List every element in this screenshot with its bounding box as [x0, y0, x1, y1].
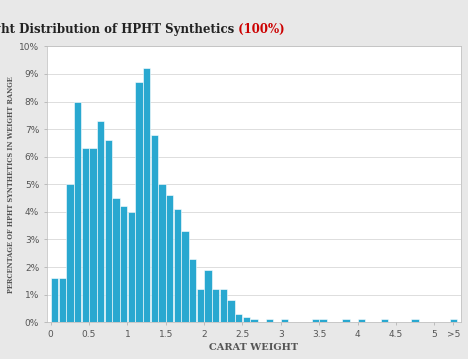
- Bar: [135, 82, 143, 322]
- Bar: [89, 148, 96, 322]
- Bar: [235, 314, 242, 322]
- Bar: [212, 289, 219, 322]
- Bar: [51, 278, 58, 322]
- Text: Carat Weight Distribution of HPHT Synthetics: Carat Weight Distribution of HPHT Synthe…: [0, 23, 234, 36]
- Bar: [81, 148, 89, 322]
- Bar: [219, 289, 227, 322]
- Bar: [66, 184, 73, 322]
- Bar: [74, 102, 81, 322]
- Bar: [97, 121, 104, 322]
- Bar: [319, 320, 327, 322]
- Bar: [205, 270, 212, 322]
- Bar: [197, 289, 204, 322]
- Bar: [104, 140, 112, 322]
- Bar: [166, 195, 173, 322]
- Bar: [58, 278, 66, 322]
- Bar: [266, 320, 273, 322]
- Bar: [281, 320, 288, 322]
- Y-axis label: PERCENTAGE OF HPHT SYNTHETICS IN WEIGHT RANGE: PERCENTAGE OF HPHT SYNTHETICS IN WEIGHT …: [7, 76, 15, 293]
- Text: (100%): (100%): [234, 23, 285, 36]
- Bar: [189, 259, 196, 322]
- Bar: [112, 198, 119, 322]
- Bar: [151, 135, 158, 322]
- Bar: [312, 320, 319, 322]
- Bar: [242, 317, 250, 322]
- Bar: [174, 209, 181, 322]
- Bar: [250, 320, 257, 322]
- Bar: [358, 320, 365, 322]
- Bar: [343, 320, 350, 322]
- Bar: [411, 320, 419, 322]
- Bar: [380, 320, 388, 322]
- Bar: [120, 206, 127, 322]
- Bar: [158, 184, 166, 322]
- Bar: [450, 320, 457, 322]
- Bar: [128, 212, 135, 322]
- Bar: [181, 231, 189, 322]
- Bar: [143, 69, 150, 322]
- X-axis label: CARAT WEIGHT: CARAT WEIGHT: [209, 343, 299, 352]
- Bar: [227, 300, 234, 322]
